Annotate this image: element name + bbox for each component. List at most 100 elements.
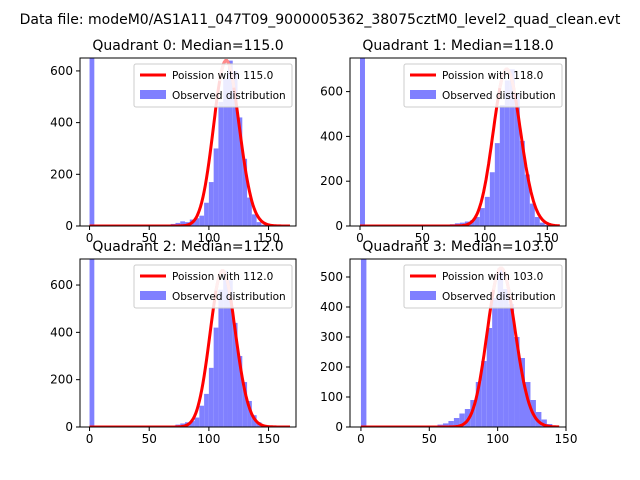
- histogram-bar: [256, 222, 262, 226]
- histogram-bar: [475, 382, 482, 427]
- legend-label-fit: Poission with 112.0: [172, 271, 273, 283]
- x-tick-label: 150: [257, 432, 280, 446]
- histogram-bar: [359, 58, 365, 226]
- plot-area: [360, 259, 560, 427]
- poisson-fit-line: [360, 266, 560, 427]
- histogram-bar: [199, 215, 205, 226]
- histogram-bar: [89, 259, 95, 427]
- histogram-bar: [247, 400, 252, 427]
- histogram-bar: [175, 222, 181, 226]
- histogram-bar: [519, 358, 525, 427]
- histogram-bar: [194, 417, 200, 427]
- histogram-bar: [484, 196, 490, 226]
- y-tick-label: 100: [320, 390, 343, 404]
- histogram-bar: [509, 69, 515, 226]
- y-tick-label: 200: [50, 167, 73, 181]
- legend-label-hist: Observed distribution: [442, 90, 556, 102]
- histogram-bar: [474, 217, 480, 226]
- histogram-bar: [189, 421, 195, 427]
- poisson-fit-line: [89, 269, 290, 427]
- legend-label-hist: Observed distribution: [172, 90, 286, 102]
- x-tick-label: 50: [422, 432, 437, 446]
- x-tick-label: 100: [197, 231, 220, 245]
- histogram-bar: [514, 337, 520, 427]
- histogram-bar: [544, 224, 550, 226]
- histogram-bar: [519, 140, 525, 226]
- poisson-fit-line: [89, 59, 290, 226]
- histogram-bar: [242, 382, 248, 427]
- histogram-bar: [524, 382, 531, 427]
- legend-hist-swatch: [140, 291, 166, 300]
- figure-suptitle: Data file: modeM0/AS1A11_047T09_90000053…: [19, 12, 621, 28]
- histogram-bar: [180, 221, 186, 226]
- histogram-bar: [204, 202, 209, 226]
- histogram-bar: [232, 322, 238, 427]
- histogram-bar: [237, 117, 243, 226]
- y-tick-label: 0: [65, 219, 73, 233]
- histogram-bar: [534, 217, 540, 226]
- histogram-bar: [481, 361, 487, 427]
- histogram-bar: [539, 222, 545, 226]
- legend-label-fit: Poission with 115.0: [172, 70, 273, 82]
- histogram-bar: [208, 182, 214, 226]
- subplot-0: 0 50 100 150 0 200 400 600 Quadrant 0: Median=11…: [50, 38, 297, 245]
- histogram-bar: [492, 298, 498, 427]
- y-tick-label: 400: [320, 129, 343, 143]
- histogram-bar: [227, 280, 233, 427]
- legend-label-fit: Poission with 118.0: [442, 70, 543, 82]
- histogram-bar: [208, 367, 214, 427]
- y-tick-label: 200: [50, 373, 73, 387]
- histogram-bar: [529, 203, 535, 226]
- histogram-bar: [494, 143, 500, 226]
- axes-frame: [79, 57, 297, 227]
- histogram-bar: [199, 405, 205, 427]
- x-tick-label: 150: [555, 432, 578, 446]
- y-tick-label: 500: [320, 270, 343, 284]
- y-tick-label: 600: [50, 64, 73, 78]
- histogram-bar: [227, 60, 233, 226]
- legend-box: [403, 264, 563, 309]
- legend-hist-swatch: [140, 90, 166, 99]
- histogram-bar: [479, 208, 485, 226]
- histogram-bar: [204, 393, 209, 427]
- histogram-bar: [459, 413, 465, 427]
- histogram-bar: [360, 259, 367, 427]
- histogram-bar: [442, 423, 449, 427]
- histogram-bar: [223, 78, 228, 226]
- histogram-bar: [489, 172, 495, 226]
- axes-frame: [79, 258, 297, 428]
- legend-hist-swatch: [410, 90, 436, 99]
- histogram-bar: [237, 356, 243, 427]
- legend-box: [133, 264, 293, 309]
- subplot-title: Quadrant 2: Median=112.0: [92, 239, 283, 255]
- histogram-bar: [194, 218, 200, 226]
- y-tick-label: 200: [320, 174, 343, 188]
- x-tick-label: 0: [86, 432, 94, 446]
- legend-label-hist: Observed distribution: [442, 291, 556, 303]
- x-tick-label: 50: [142, 432, 157, 446]
- legend-label-fit: Poission with 103.0: [442, 271, 543, 283]
- plot-area: [89, 259, 290, 427]
- y-tick-label: 400: [320, 300, 343, 314]
- legend-hist-swatch: [410, 291, 436, 300]
- x-tick-label: 50: [415, 231, 430, 245]
- histogram-bar: [497, 268, 504, 427]
- histogram-bar: [232, 70, 238, 226]
- x-tick-label: 100: [197, 432, 220, 446]
- y-tick-label: 400: [50, 325, 73, 339]
- y-tick-label: 0: [335, 420, 343, 434]
- x-tick-label: 100: [486, 432, 509, 446]
- histogram-bar: [251, 214, 257, 226]
- x-tick-label: 100: [473, 231, 496, 245]
- histogram-bar: [514, 93, 520, 226]
- y-tick-label: 600: [320, 85, 343, 99]
- x-tick-label: 150: [536, 231, 559, 245]
- histogram-bar: [213, 327, 219, 427]
- histogram-bar: [218, 101, 224, 226]
- subplot-title: Quadrant 1: Median=118.0: [362, 38, 553, 54]
- histogram-bar: [503, 289, 509, 427]
- histogram-bar: [524, 174, 530, 226]
- histogram-bar: [508, 304, 515, 427]
- histogram-bar: [218, 289, 224, 427]
- histogram-bar: [486, 328, 493, 427]
